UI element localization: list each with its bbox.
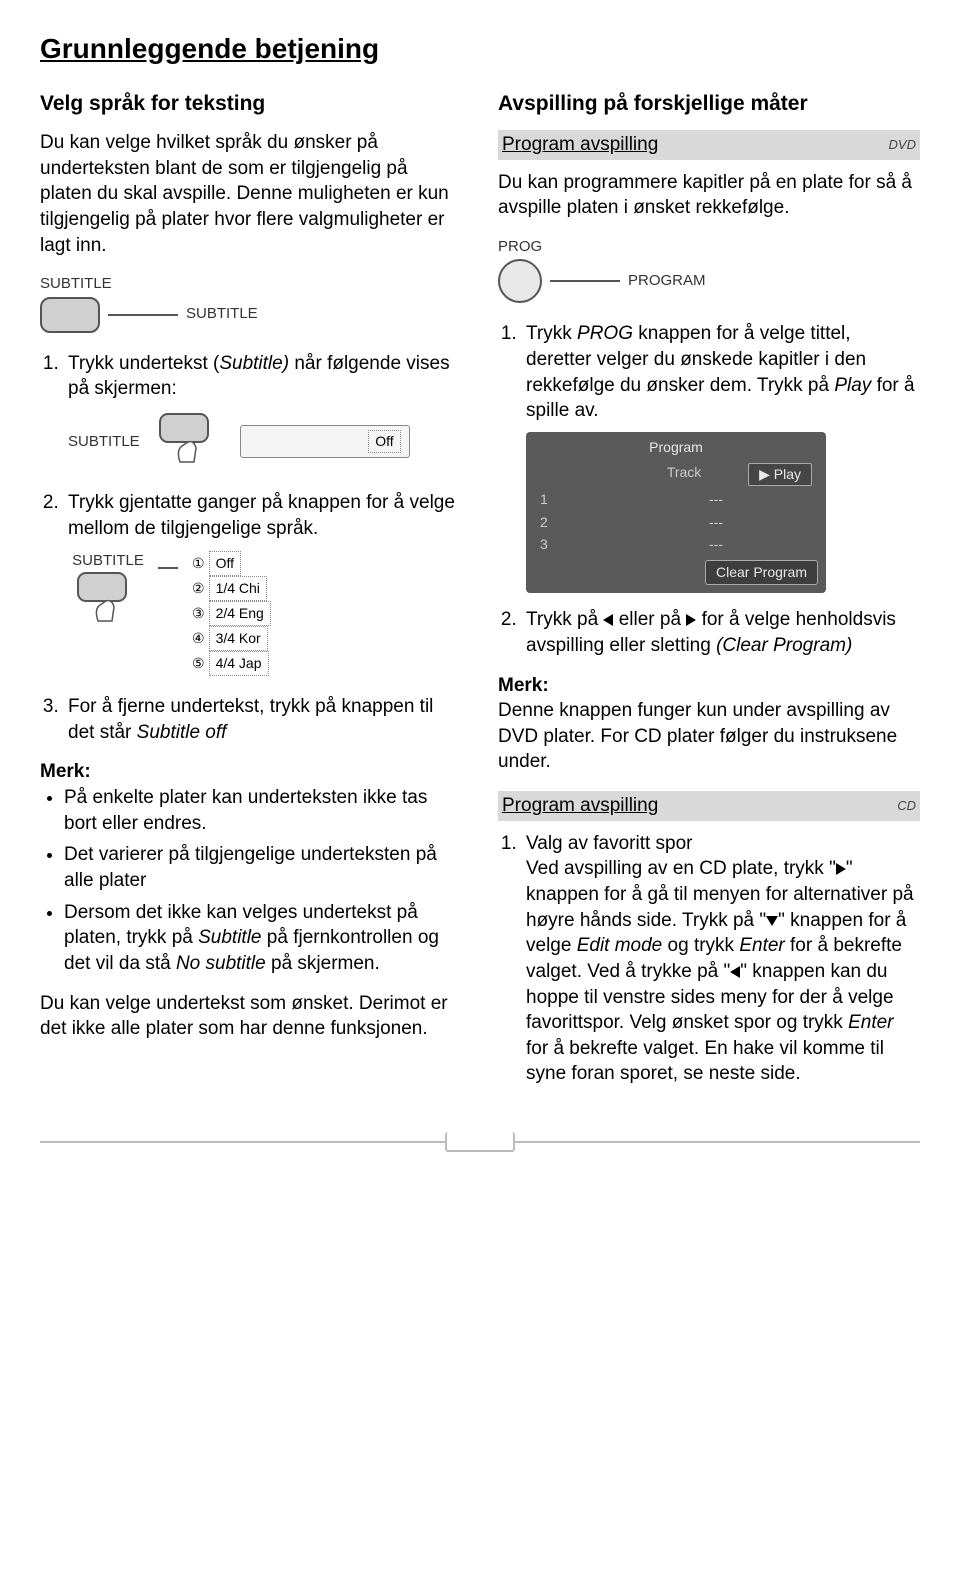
hand-press-icon bbox=[150, 412, 230, 472]
cd-disc-icon: CD bbox=[897, 797, 916, 815]
left-step-2: Trykk gjentatte ganger på knappen for å … bbox=[64, 490, 462, 676]
dvd-disc-icon: DVD bbox=[889, 136, 916, 154]
diagram-label-top: SUBTITLE bbox=[40, 274, 112, 294]
left-steps-1: Trykk undertekst (Subtitle) når følgende… bbox=[40, 351, 462, 472]
subtitle-label: SUBTITLE bbox=[68, 432, 140, 452]
cd-steps: Valg av favoritt spor Ved avspilling av … bbox=[498, 831, 920, 1087]
left-bullet-2: Det varierer på tilgjengelige undertekst… bbox=[64, 842, 462, 893]
right-column: Avspilling på forskjellige måter Program… bbox=[498, 90, 920, 1101]
cd-step-1: Valg av favoritt spor Ved avspilling av … bbox=[522, 831, 920, 1087]
language-list: ①Off ②1/4 Chi ③2/4 Eng ④3/4 Kor ⑤4/4 Jap bbox=[192, 551, 271, 676]
subtitle-button-diagram: SUBTITLE SUBTITLE bbox=[40, 274, 462, 332]
left-merk-bullets: På enkelte plater kan underteksten ikke … bbox=[40, 785, 462, 976]
triangle-left-icon bbox=[603, 614, 613, 626]
right-steps-1: Trykk PROG knappen for å velge tittel, d… bbox=[498, 321, 920, 593]
prog-button-diagram: PROG PROGRAM bbox=[498, 237, 920, 303]
triangle-right-icon bbox=[836, 863, 846, 875]
subtitle-label-2: SUBTITLE bbox=[72, 551, 144, 571]
left-bullet-1: På enkelte plater kan underteksten ikke … bbox=[64, 785, 462, 836]
two-column-layout: Velg språk for teksting Du kan velge hvi… bbox=[40, 90, 920, 1101]
right-merk-label: Merk: bbox=[498, 673, 920, 699]
subtitle-button-icon bbox=[40, 297, 100, 333]
left-steps-3: For å fjerne undertekst, trykk på knappe… bbox=[40, 694, 462, 745]
osd-off-box: Off bbox=[240, 425, 410, 458]
footer-decoration bbox=[40, 1131, 920, 1153]
left-bullet-3: Dersom det ikke kan velges undertekst på… bbox=[64, 900, 462, 977]
osd-clear-button: Clear Program bbox=[705, 560, 818, 585]
program-avspilling-dvd-bar: Program avspilling DVD bbox=[498, 130, 920, 160]
left-steps-2: Trykk gjentatte ganger på knappen for å … bbox=[40, 490, 462, 676]
right-step-1: Trykk PROG knappen for å velge tittel, d… bbox=[522, 321, 920, 593]
osd-play-button: ▶ Play bbox=[748, 463, 812, 486]
left-step-3: For å fjerne undertekst, trykk på knappe… bbox=[64, 694, 462, 745]
program-avspilling-cd-bar: Program avspilling CD bbox=[498, 791, 920, 821]
page-title: Grunnleggende betjening bbox=[40, 30, 920, 68]
left-step-1: Trykk undertekst (Subtitle) når følgende… bbox=[64, 351, 462, 472]
prog-label-side: PROGRAM bbox=[628, 271, 706, 291]
prog-label-top: PROG bbox=[498, 237, 542, 257]
triangle-right-icon bbox=[686, 614, 696, 626]
right-section-header: Avspilling på forskjellige måter bbox=[498, 90, 920, 118]
left-merk-label: Merk: bbox=[40, 759, 462, 785]
subheader-label-dvd: Program avspilling bbox=[502, 132, 658, 158]
left-intro: Du kan velge hvilket språk du ønsker på … bbox=[40, 130, 462, 258]
left-section-header: Velg språk for teksting bbox=[40, 90, 462, 118]
left-tail: Du kan velge undertekst som ønsket. Deri… bbox=[40, 991, 462, 1042]
right-intro: Du kan programmere kapitler på en plate … bbox=[498, 170, 920, 221]
hand-press-icon-2 bbox=[68, 571, 148, 631]
prog-button-icon bbox=[498, 259, 542, 303]
subheader-label-cd: Program avspilling bbox=[502, 793, 658, 819]
triangle-left-icon bbox=[730, 966, 740, 978]
right-merk-text: Denne knappen funger kun under avspillin… bbox=[498, 698, 920, 775]
left-column: Velg språk for teksting Du kan velge hvi… bbox=[40, 90, 462, 1101]
diagram-label-side: SUBTITLE bbox=[186, 304, 258, 324]
osd-program-screenshot: Program Track ▶ Play 1--- 2--- 3--- Clea… bbox=[526, 432, 826, 593]
right-step-2: Trykk på eller på for å velge henholdsvi… bbox=[522, 607, 920, 658]
right-steps-2: Trykk på eller på for å velge henholdsvi… bbox=[498, 607, 920, 658]
triangle-down-icon bbox=[766, 916, 778, 926]
osd-program-title: Program bbox=[534, 438, 818, 457]
osd-track-header: Track bbox=[667, 463, 701, 486]
